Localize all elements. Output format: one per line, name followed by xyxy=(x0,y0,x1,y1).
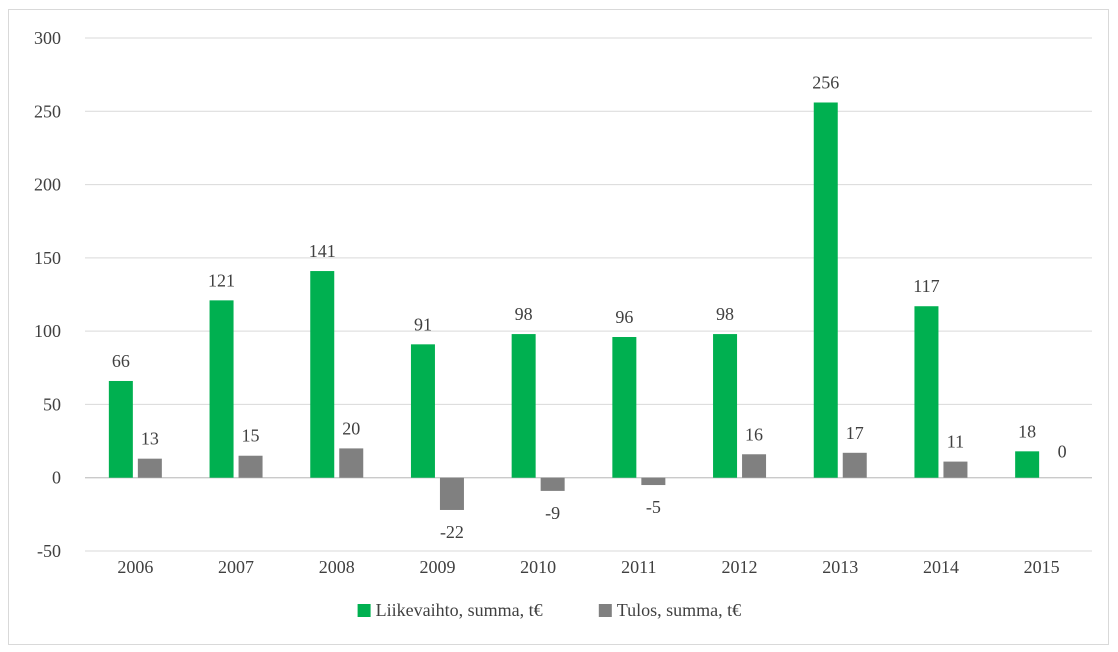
x-tick-label: 2013 xyxy=(822,557,858,577)
bar-liikevaihto-2008 xyxy=(310,271,335,478)
data-labels: 66 13 121 15 141 20 91 -22 98 -9 96 -5 98 16 256 17 117 1… xyxy=(112,72,1067,541)
data-label: 11 xyxy=(947,432,964,452)
bars xyxy=(108,102,1040,510)
bar-liikevaihto-2006 xyxy=(108,380,133,478)
y-tick-label: -50 xyxy=(37,541,61,561)
data-label: 256 xyxy=(812,72,839,92)
x-tick-label: 2011 xyxy=(621,557,656,577)
bar-tulos-2010 xyxy=(540,477,565,491)
bar-liikevaihto-2013 xyxy=(813,102,838,478)
y-tick-label: 200 xyxy=(34,175,61,195)
x-tick-label: 2015 xyxy=(1024,557,1060,577)
bar-tulos-2014 xyxy=(943,461,968,478)
gridlines xyxy=(85,37,1092,552)
data-label: 17 xyxy=(846,423,864,443)
data-label: 98 xyxy=(515,304,533,324)
legend-swatch-liikevaihto xyxy=(357,604,371,617)
bar-tulos-2008 xyxy=(339,448,364,478)
bar-liikevaihto-2011 xyxy=(612,337,637,478)
legend-label-liikevaihto: Liikevaihto, summa, t€ xyxy=(376,600,543,620)
y-tick-label: 0 xyxy=(52,468,61,488)
data-label: 15 xyxy=(242,426,260,446)
bar-tulos-2009 xyxy=(439,477,464,510)
legend-label-tulos: Tulos, summa, t€ xyxy=(617,600,741,620)
data-label: 20 xyxy=(342,418,360,438)
bar-liikevaihto-2014 xyxy=(914,306,939,478)
legend-swatch-tulos xyxy=(598,604,612,617)
bar-tulos-2013 xyxy=(842,452,867,478)
x-tick-label: 2014 xyxy=(923,557,959,577)
data-label: -5 xyxy=(646,497,661,517)
bar-tulos-2011 xyxy=(641,477,666,486)
y-tick-label: 100 xyxy=(34,321,61,341)
data-label: -9 xyxy=(545,503,560,523)
bar-liikevaihto-2012 xyxy=(713,334,738,478)
bar-tulos-2007 xyxy=(238,455,263,478)
y-tick-label: 300 xyxy=(34,28,61,48)
x-tick-label: 2009 xyxy=(419,557,455,577)
y-tick-label: 250 xyxy=(34,101,61,121)
data-label: 141 xyxy=(309,241,336,261)
bar-liikevaihto-2009 xyxy=(410,344,435,478)
x-tick-label: 2006 xyxy=(117,557,153,577)
legend: Liikevaihto, summa, t€ Tulos, summa, t€ xyxy=(357,600,741,620)
data-label: 18 xyxy=(1018,421,1036,441)
data-label: 91 xyxy=(414,314,432,334)
data-label: 96 xyxy=(615,307,633,327)
data-label: 121 xyxy=(208,270,235,290)
data-label: 117 xyxy=(913,276,939,296)
y-tick-label: 50 xyxy=(43,394,61,414)
bar-tulos-2012 xyxy=(742,454,767,478)
y-tick-label: 150 xyxy=(34,248,61,268)
data-label: 98 xyxy=(716,304,734,324)
bar-liikevaihto-2015 xyxy=(1015,451,1040,478)
bar-tulos-2006 xyxy=(137,458,162,478)
x-tick-label: 2012 xyxy=(722,557,758,577)
x-tick-label: 2010 xyxy=(520,557,556,577)
data-label: 0 xyxy=(1058,442,1067,462)
bar-liikevaihto-2010 xyxy=(511,334,536,478)
bar-liikevaihto-2007 xyxy=(209,300,234,478)
data-label: 66 xyxy=(112,351,130,371)
data-label: 13 xyxy=(141,429,159,449)
x-tick-label: 2008 xyxy=(319,557,355,577)
data-label: 16 xyxy=(745,424,763,444)
x-tick-label: 2007 xyxy=(218,557,254,577)
data-label: -22 xyxy=(440,522,464,542)
